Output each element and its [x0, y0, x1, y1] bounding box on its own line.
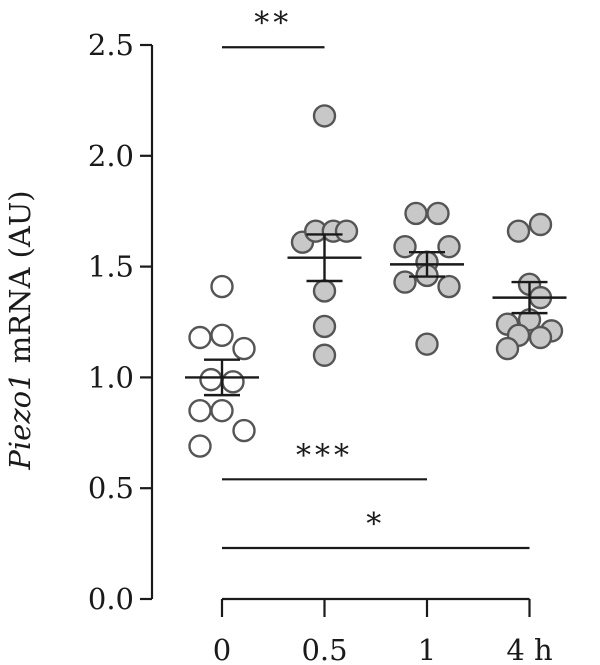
x-tick-label: 1	[418, 633, 436, 665]
data-point	[210, 323, 234, 347]
y-tick-label: 0.0	[88, 582, 134, 616]
data-point	[188, 434, 212, 458]
data-point	[393, 270, 417, 294]
data-point	[334, 219, 359, 243]
y-tick-label: 1.0	[88, 360, 134, 394]
y-axis-label-rest: mRNA (AU)	[3, 190, 37, 372]
group-1	[287, 104, 362, 367]
data-point	[312, 279, 337, 303]
group-0	[185, 274, 259, 458]
data-point	[312, 314, 337, 339]
y-tick-label: 0.5	[88, 471, 134, 505]
x-tick-label: 0.5	[301, 633, 347, 665]
group-2	[390, 201, 464, 356]
significance-label: **	[254, 6, 292, 41]
data-marks	[185, 104, 567, 458]
data-point	[506, 219, 531, 243]
y-tick-label: 2.0	[88, 139, 134, 173]
significance-annotations: ******	[222, 6, 530, 550]
data-point	[232, 336, 256, 361]
data-point	[221, 370, 245, 394]
data-point	[312, 343, 337, 367]
y-axis-label: Piezo1 mRNA (AU)	[3, 190, 37, 470]
data-point	[210, 274, 234, 299]
x-tick-label: 4 h	[506, 633, 552, 665]
y-axis-label-italic: Piezo1	[3, 372, 37, 470]
y-tick-label: 1.5	[88, 250, 134, 284]
data-point	[437, 234, 461, 259]
data-point	[495, 336, 520, 361]
data-point	[426, 201, 450, 226]
data-point	[188, 398, 212, 423]
data-point	[393, 234, 417, 259]
axes: 0.0 0.5 1.0 1.5 2.0 2.5 0 0.5 1 4 h	[88, 28, 553, 665]
data-point	[232, 418, 256, 443]
data-point	[437, 274, 461, 299]
data-point	[210, 398, 234, 423]
data-point	[415, 332, 439, 356]
data-point	[528, 325, 553, 350]
group-3	[492, 212, 567, 361]
x-tick-label: 0	[213, 633, 231, 665]
data-point	[188, 325, 212, 350]
data-point	[404, 201, 428, 226]
significance-label: *	[366, 507, 385, 542]
data-point	[312, 104, 337, 128]
significance-label: ***	[296, 438, 353, 473]
y-tick-label: 2.5	[88, 28, 134, 62]
data-point	[199, 367, 223, 392]
data-point	[528, 212, 553, 237]
